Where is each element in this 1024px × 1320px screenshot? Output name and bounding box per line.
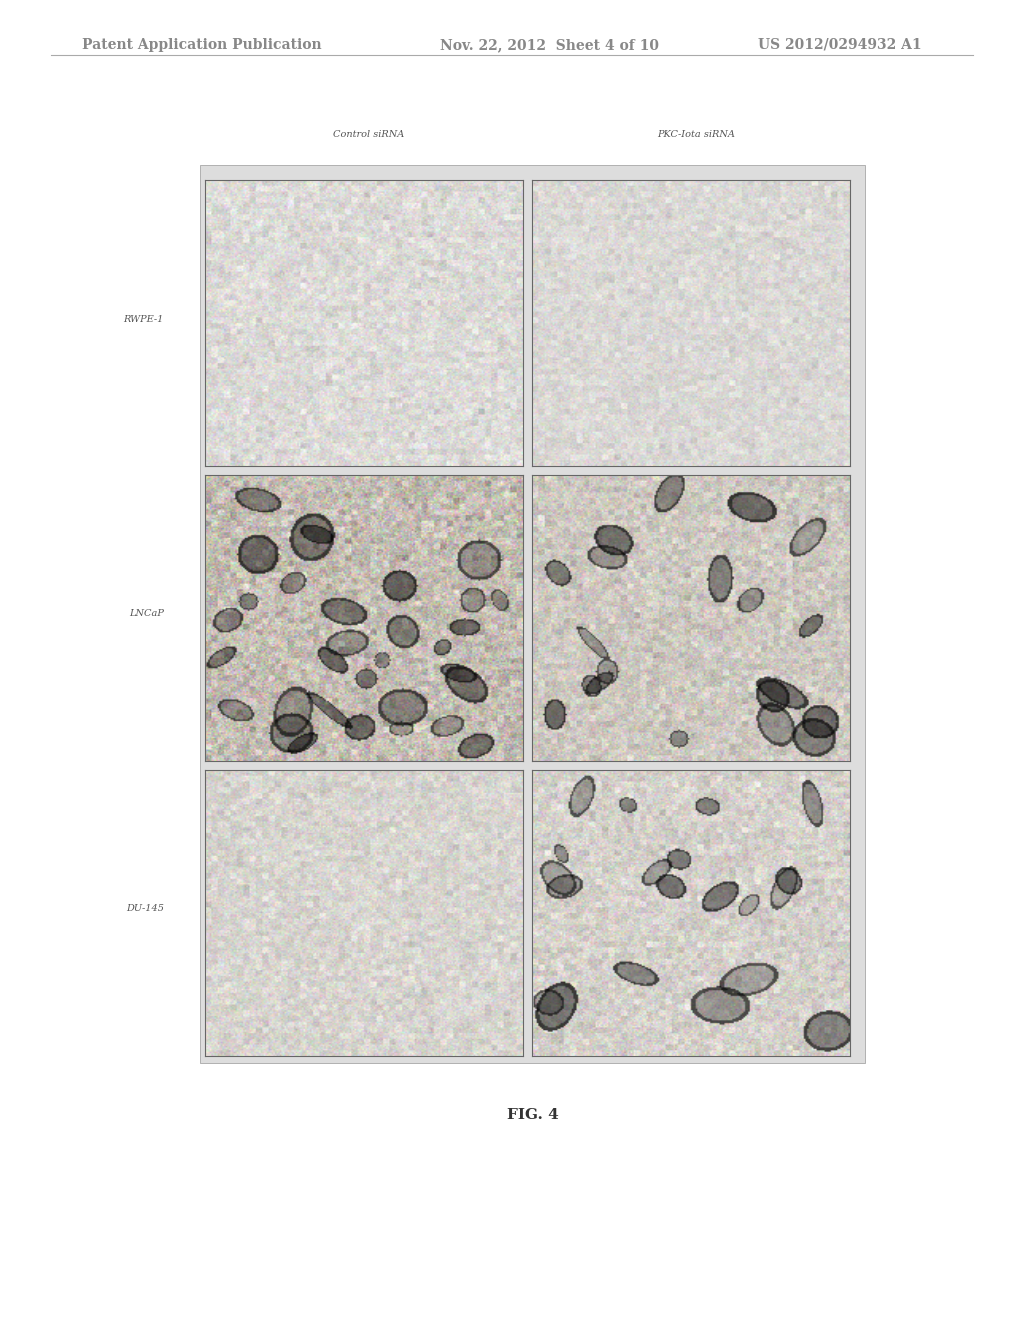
Text: DU-145: DU-145	[126, 904, 164, 913]
Text: RWPE-1: RWPE-1	[124, 314, 164, 323]
Text: Control siRNA: Control siRNA	[333, 129, 404, 139]
Text: LNCaP: LNCaP	[129, 610, 164, 618]
Text: Patent Application Publication: Patent Application Publication	[82, 38, 322, 51]
Text: PKC-Iota siRNA: PKC-Iota siRNA	[657, 129, 735, 139]
Text: Nov. 22, 2012  Sheet 4 of 10: Nov. 22, 2012 Sheet 4 of 10	[440, 38, 659, 51]
Text: US 2012/0294932 A1: US 2012/0294932 A1	[758, 38, 922, 51]
Text: FIG. 4: FIG. 4	[507, 1109, 558, 1122]
